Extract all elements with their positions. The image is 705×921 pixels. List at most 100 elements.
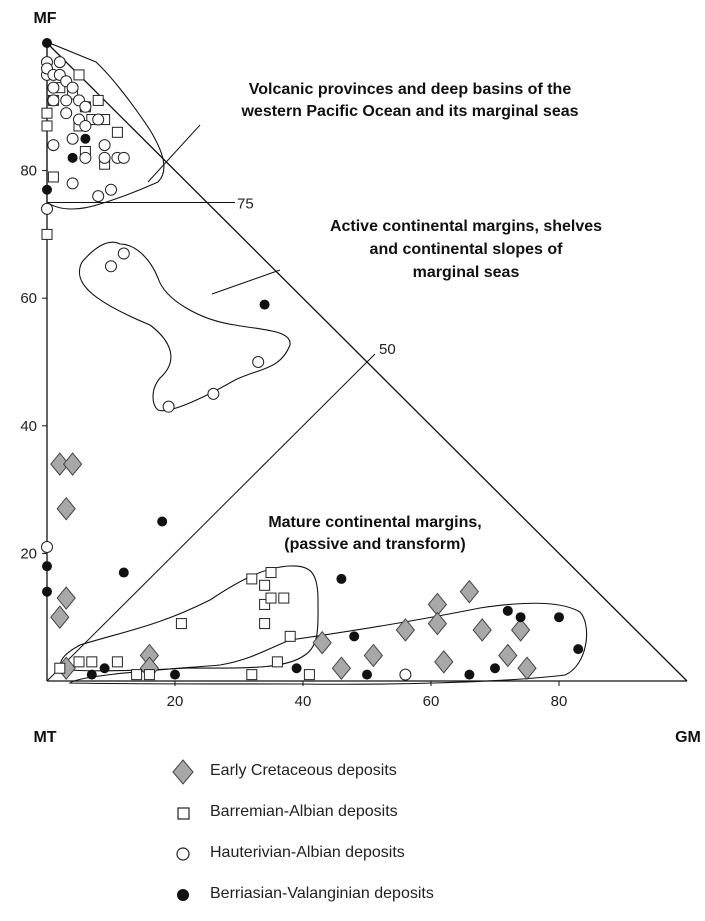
field-label-mature: (passive and transform): [284, 536, 465, 553]
dot-point: [86, 669, 97, 680]
y-tick-label: 40: [20, 418, 37, 435]
diamond-point: [498, 643, 518, 668]
dot-point: [67, 152, 78, 163]
dot-point: [42, 184, 52, 195]
square-point: [265, 592, 277, 604]
square-point: [246, 573, 258, 585]
diamond-point: [427, 611, 448, 636]
square-point: [303, 669, 315, 681]
square-point: [175, 618, 187, 630]
field-volcanic: [46, 41, 165, 210]
circle-point: [105, 260, 117, 273]
circle-point: [105, 183, 117, 196]
circle-point: [117, 247, 130, 260]
dot-point: [291, 663, 302, 674]
square-point: [259, 598, 271, 610]
square-point: [73, 69, 85, 81]
square-point: [41, 107, 53, 119]
circle-point: [207, 387, 220, 400]
square-point: [284, 630, 296, 642]
dot-point: [157, 516, 168, 527]
dot-point: [362, 669, 372, 680]
circle-point: [47, 94, 60, 107]
square-point: [265, 567, 277, 579]
x-tick-label: 80: [551, 693, 568, 710]
diamond-point: [434, 650, 454, 674]
circle-point: [162, 400, 175, 413]
circle-point: [60, 94, 73, 107]
ternary-plot: 20 40 60 80 20 40 60 80 75 50 MF MT GM Volcanic provi…: [20, 10, 701, 746]
dot-point: [259, 299, 270, 310]
dot-point: [42, 561, 52, 572]
square-point: [259, 618, 271, 630]
field-label-active: Active continental margins, shelves: [330, 218, 602, 235]
square-point: [41, 228, 53, 240]
circle-point: [47, 139, 60, 152]
diamond-point: [312, 630, 332, 655]
diamond-point: [56, 496, 76, 521]
text-labels: 20 40 60 80 20 40 60 80 75 50 MF MT GM Volcanic provi…: [20, 10, 701, 746]
field-label-active: and continental slopes of: [370, 241, 564, 258]
diamond-point: [395, 618, 416, 642]
diamond-point: [50, 605, 70, 629]
circle-point: [66, 177, 79, 190]
boundary-50: [46, 353, 376, 682]
diamond-point: [50, 452, 70, 476]
vertex-mt: MT: [33, 729, 56, 746]
dot-point: [118, 567, 129, 578]
field-label-active: marginal seas: [413, 264, 520, 281]
square-point: [271, 656, 283, 668]
field-label-volcanic: western Pacific Ocean and its marginal s…: [240, 103, 578, 120]
dot-point: [554, 612, 564, 623]
circle-point: [79, 151, 92, 164]
circle-point: [60, 107, 73, 120]
dot-point: [502, 605, 513, 616]
x-tick-label: 40: [295, 693, 312, 710]
circle-point: [47, 81, 60, 94]
circle-point: [41, 202, 53, 215]
diamond-marker-icon: [172, 759, 194, 785]
circle-marker-icon: [176, 847, 190, 861]
diagonal-tick-50: 50: [379, 341, 396, 358]
square-point: [111, 126, 123, 138]
diamond-point: [62, 452, 83, 476]
square-point: [86, 656, 98, 668]
circle-point: [41, 541, 53, 554]
square-point: [246, 669, 258, 681]
dot-point: [42, 586, 52, 597]
diagonal-tick-75: 75: [237, 196, 254, 213]
diamond-point: [331, 656, 352, 681]
y-tick-label: 20: [20, 545, 37, 562]
diamond-point: [472, 618, 492, 642]
circle-point: [92, 190, 105, 203]
diamond-point: [459, 579, 480, 604]
x-tick-label: 20: [167, 693, 184, 710]
circle-point: [399, 668, 412, 681]
legend-label: Early Cretaceous deposits: [210, 762, 397, 779]
dot-point: [42, 38, 52, 48]
square-point: [259, 579, 271, 591]
dot-point: [99, 663, 110, 674]
field-label-mature: Mature continental margins,: [268, 514, 481, 531]
circle-point: [66, 132, 79, 145]
dot-point: [515, 612, 526, 623]
y-tick-label: 80: [20, 163, 37, 180]
leader-active: [211, 269, 281, 295]
circle-point: [79, 119, 92, 132]
square-point: [278, 592, 290, 604]
data-points: [41, 38, 584, 681]
square-point: [111, 656, 123, 668]
dot-point: [80, 133, 91, 144]
field-label-volcanic: Volcanic provinces and deep basins of th…: [249, 81, 572, 98]
vertex-gm: GM: [675, 729, 701, 746]
square-point: [143, 669, 155, 681]
circle-point: [98, 139, 111, 152]
diamond-point: [510, 618, 531, 642]
field-mature-left: [60, 565, 319, 672]
diamond-point: [56, 586, 76, 610]
legend-label: Barremian-Albian deposits: [210, 803, 398, 820]
circle-point: [117, 151, 130, 164]
diamond-point: [517, 656, 537, 681]
square-point: [131, 669, 143, 681]
square-point: [47, 171, 59, 183]
